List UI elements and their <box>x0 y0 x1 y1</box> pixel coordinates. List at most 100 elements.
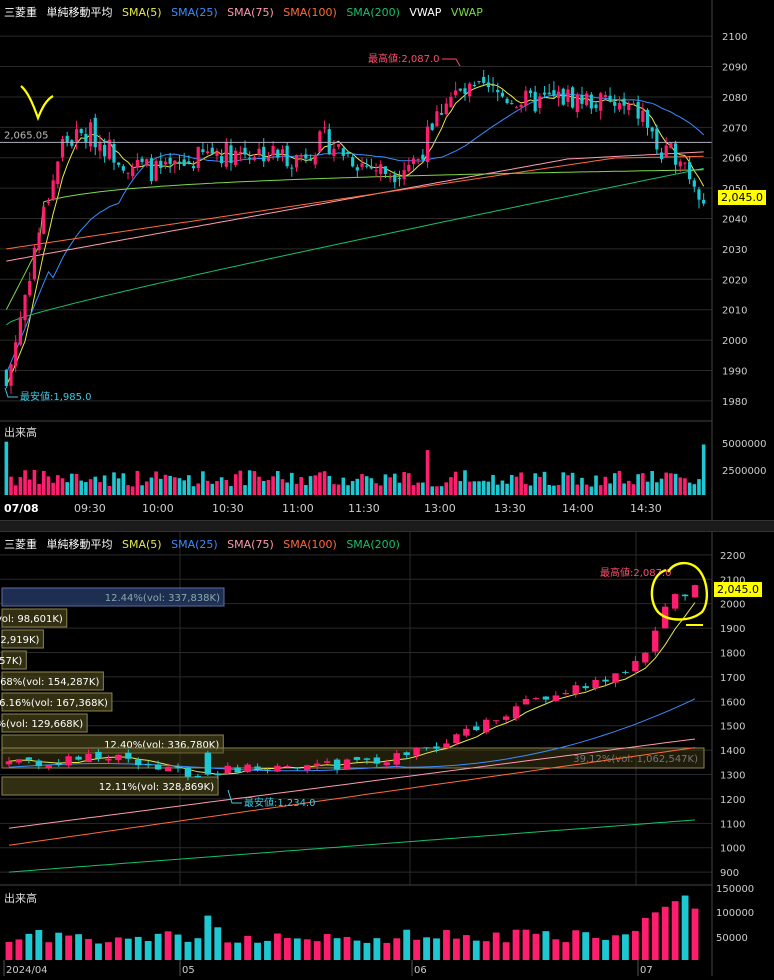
candlestick <box>571 87 575 108</box>
volume-bar <box>562 942 570 960</box>
legend-sma75[interactable]: SMA(75) <box>227 538 274 551</box>
legend-sma200[interactable]: SMA(200) <box>346 538 400 551</box>
volume-bar <box>112 472 116 495</box>
legend-sma100[interactable]: SMA(100) <box>283 6 337 19</box>
candlestick <box>327 129 331 155</box>
volume-bar <box>463 470 467 495</box>
daily-chart-canvas[interactable]: 12.44%(vol: 337,838K) 3.63%(vol: 98,601K)… <box>0 532 774 976</box>
volume-bar <box>144 481 149 495</box>
volume-bar <box>332 484 336 495</box>
volume-bar <box>552 485 556 495</box>
candlestick <box>332 148 336 157</box>
volume-bar <box>257 476 261 495</box>
candlestick <box>416 159 420 161</box>
candlestick <box>669 143 673 149</box>
intraday-chart-canvas[interactable]: 2100 2090 2080 2070 2060 2050 2040 2030 2020 2010… <box>0 0 774 520</box>
candlestick <box>599 93 603 111</box>
volume-bar <box>411 485 416 495</box>
volume-profile-bar <box>1 650 27 670</box>
y-tick-label: 1200 <box>720 795 745 806</box>
sma75-line <box>6 151 704 262</box>
volume-bar <box>194 938 202 960</box>
volume-bar <box>184 941 192 960</box>
intraday-last-price-tag: 2,045.0 <box>718 190 766 205</box>
volume-bar <box>126 485 130 495</box>
volume-bar <box>163 474 168 495</box>
candlestick <box>492 720 500 722</box>
y-tick-label: 1600 <box>720 697 745 708</box>
candlestick <box>363 758 371 760</box>
candlestick <box>191 165 196 169</box>
candlestick <box>351 157 355 167</box>
candlestick <box>95 751 102 759</box>
candlestick <box>85 753 92 763</box>
volume-bar <box>247 470 252 495</box>
volume-bar <box>333 938 341 960</box>
volume-bar <box>439 486 444 495</box>
legend-sma75[interactable]: SMA(75) <box>227 6 274 19</box>
volume-bar <box>294 483 299 495</box>
x-tick-label: 07 <box>640 965 653 976</box>
volume-bar <box>655 482 659 495</box>
intraday-legend: 三菱重 単純移動平均 SMA(5) SMA(25) SMA(75) SMA(10… <box>4 4 489 20</box>
volume-profile-label: 12.44%(vol: 337,838K) <box>105 593 220 604</box>
y-tick-label: 1700 <box>720 673 745 684</box>
candlestick <box>224 765 231 774</box>
volume-bar <box>238 470 243 495</box>
volume-bar <box>252 471 257 495</box>
legend-sma100[interactable]: SMA(100) <box>283 538 337 551</box>
high-price-annotation: 最高値:2,087.0 <box>600 566 672 579</box>
candlestick <box>196 146 200 169</box>
volume-bar <box>9 476 13 495</box>
candlestick <box>126 172 130 174</box>
volume-bar <box>224 942 232 960</box>
candlestick <box>681 594 689 597</box>
candlestick <box>641 110 645 122</box>
candlestick <box>589 94 593 109</box>
legend-sma25[interactable]: SMA(25) <box>171 6 218 19</box>
volume-bar <box>290 472 294 495</box>
candlestick <box>60 138 65 158</box>
candlestick <box>688 162 692 180</box>
y-tick-label: 2020 <box>722 275 747 286</box>
volume-bar <box>524 484 528 495</box>
legend-vwap-2[interactable]: VWAP <box>450 6 483 19</box>
low-price-annotation: 最安値:1,234.0 <box>244 796 316 809</box>
volume-bar <box>477 481 481 495</box>
daily-volume-title: 出来高 <box>4 892 37 905</box>
volume-bar <box>383 474 388 495</box>
volume-bar <box>462 935 470 960</box>
intraday-chart-panel[interactable]: 2100 2090 2080 2070 2060 2050 2040 2030 2020 2010… <box>0 0 774 520</box>
y-tick-label: 2080 <box>722 93 747 104</box>
volume-bar <box>243 485 247 495</box>
volume-bar <box>598 485 603 495</box>
candlestick <box>65 756 72 766</box>
volume-bar <box>154 471 158 495</box>
legend-sma5[interactable]: SMA(5) <box>122 538 162 551</box>
volume-bar <box>669 473 673 495</box>
candlestick <box>318 131 322 152</box>
candlestick <box>613 101 617 106</box>
candlestick <box>115 754 122 761</box>
candlestick <box>673 143 678 165</box>
legend-sma5[interactable]: SMA(5) <box>122 6 162 19</box>
volume-bar <box>336 484 341 495</box>
volume-bar <box>168 475 172 495</box>
volume-bar <box>364 476 369 495</box>
volume-bar <box>215 481 219 495</box>
candlestick <box>552 90 556 96</box>
y-tick-label: 1300 <box>720 771 745 782</box>
legend-sma25[interactable]: SMA(25) <box>171 538 218 551</box>
volume-bar <box>603 476 608 495</box>
candlestick <box>443 743 450 749</box>
daily-chart-panel[interactable]: 12.44%(vol: 337,838K) 3.63%(vol: 98,601K)… <box>0 532 774 976</box>
y-tick-label: 2040 <box>722 215 747 226</box>
legend-vwap[interactable]: VWAP <box>409 6 442 19</box>
volume-bar <box>421 482 425 495</box>
daily-legend: 三菱重 単純移動平均 SMA(5) SMA(25) SMA(75) SMA(10… <box>4 536 406 552</box>
legend-sma200[interactable]: SMA(200) <box>346 6 400 19</box>
volume-bar <box>15 939 23 960</box>
volume-bar <box>495 484 500 495</box>
volume-bar <box>56 475 60 495</box>
panel-divider[interactable] <box>0 520 774 532</box>
